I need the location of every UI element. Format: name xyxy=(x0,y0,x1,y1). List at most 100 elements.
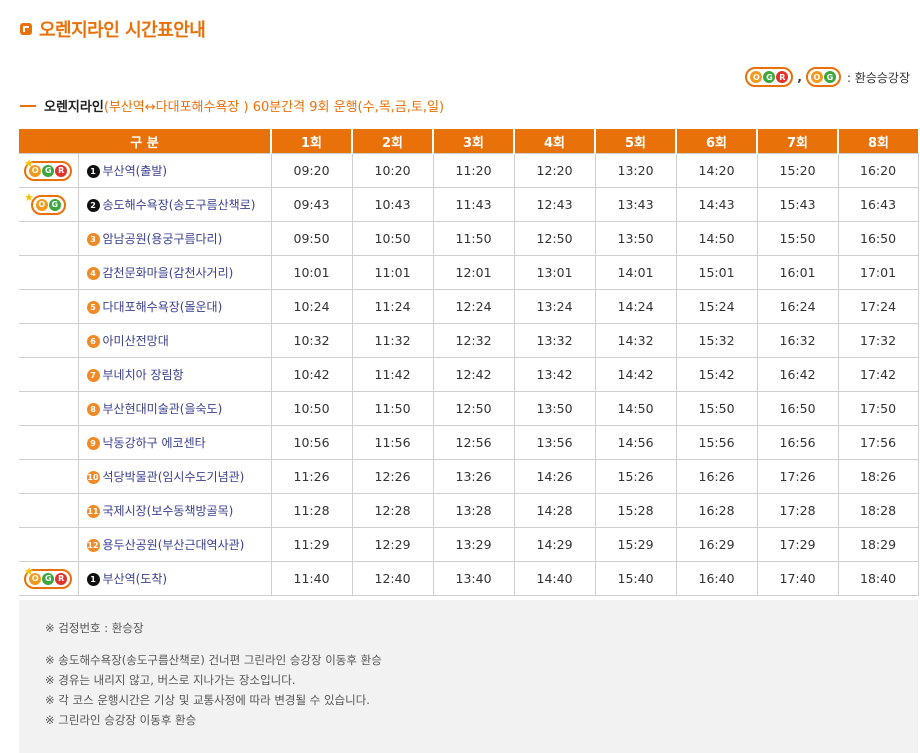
time-cell: 14:26 xyxy=(513,459,596,494)
legend-description: : 환승승강장 xyxy=(846,70,910,85)
time-cell: 12:40 xyxy=(351,561,434,596)
time-cell: 11:24 xyxy=(351,289,434,324)
time-cell: 12:50 xyxy=(432,391,515,426)
stop-number-icon: 8 xyxy=(86,403,100,416)
time-cell: 11:43 xyxy=(432,187,515,222)
stop-cell: 9 낙동강하구 에코센타 xyxy=(77,425,272,460)
orange-square-icon xyxy=(20,23,32,35)
time-cell: 11:28 xyxy=(270,493,353,528)
time-cell: 12:32 xyxy=(432,323,515,358)
time-cell: 11:01 xyxy=(351,255,434,290)
note-text: ※ 각 코스 운행시간은 기상 및 교통사정에 따라 변경될 수 있습니다. xyxy=(45,693,370,707)
time-cell: 18:28 xyxy=(837,493,919,528)
time-cell: 16:32 xyxy=(756,323,839,358)
transfer-cell xyxy=(19,493,79,528)
stop-name: 부산역(출발) xyxy=(102,164,168,178)
stop-name: 국제시장(보수동책방골목) xyxy=(102,504,234,518)
time-cell: 13:20 xyxy=(594,153,677,188)
route-summary: 오렌지라인 (부산역↔다대포해수욕장 ) 60분간격 9회 운행(수,목,금,토… xyxy=(20,96,444,115)
time-cell: 16:01 xyxy=(756,255,839,290)
time-cell: 17:42 xyxy=(837,357,919,392)
note-text: ※ 검정번호 : 환승장 xyxy=(45,621,144,635)
time-cell: 15:43 xyxy=(756,187,839,222)
table-row: ★ O G 2 송도해수욕장(송도구름산책로) 09:43 10:43 11:43 12:43 1… xyxy=(19,187,919,222)
route-name: 오렌지라인 xyxy=(44,100,104,115)
time-cell: 11:40 xyxy=(270,561,353,596)
time-cell: 16:28 xyxy=(675,493,758,528)
stop-cell: 3 암남공원(용궁구름다리) xyxy=(77,221,272,256)
time-cell: 14:20 xyxy=(675,153,758,188)
time-cell: 12:42 xyxy=(432,357,515,392)
time-cell: 11:29 xyxy=(270,527,353,562)
time-cell: 10:50 xyxy=(351,221,434,256)
transfer-cell xyxy=(19,323,79,358)
stop-name: 석당박물관(임시수도기념관) xyxy=(102,470,245,484)
time-cell: 14:29 xyxy=(513,527,596,562)
transfer-cell xyxy=(19,221,79,256)
time-cell: 16:50 xyxy=(756,391,839,426)
stop-name: 부산역(도착) xyxy=(102,572,168,586)
stop-cell: 4 감천문화마을(감천사거리) xyxy=(77,255,272,290)
time-cell: 10:01 xyxy=(270,255,353,290)
table-row: 11 국제시장(보수동책방골목) 11:28 12:28 13:28 14:28 15:28… xyxy=(19,493,919,528)
table-row: 12 용두산공원(부산근대역사관) 11:29 12:29 13:29 14:29 15:2… xyxy=(19,527,919,562)
stop-cell: 11 국제시장(보수동책방골목) xyxy=(77,493,272,528)
time-cell: 10:42 xyxy=(270,357,353,392)
time-cell: 09:20 xyxy=(270,153,353,188)
transfer-legend: O G R , O G : 환승승강장 xyxy=(745,67,910,87)
note-text: ※ 송도해수욕장(송도구름산책로) 건너편 그린라인 승강장 이동후 환승 xyxy=(45,653,382,667)
stop-name: 감천문화마을(감천사거리) xyxy=(102,266,234,280)
time-cell: 13:26 xyxy=(432,459,515,494)
stop-number-icon: 7 xyxy=(86,369,100,382)
table-row: 10 석당박물관(임시수도기념관) 11:26 12:26 13:26 14:26 15:2… xyxy=(19,459,919,494)
stop-number-icon: 10 xyxy=(86,471,100,484)
time-cell: 14:50 xyxy=(675,221,758,256)
stop-cell: 2 송도해수욕장(송도구름산책로) xyxy=(77,187,272,222)
time-cell: 16:42 xyxy=(756,357,839,392)
transfer-cell xyxy=(19,425,79,460)
time-cell: 10:20 xyxy=(351,153,434,188)
stop-name: 낙동강하구 에코센타 xyxy=(102,436,206,450)
time-cell: 10:50 xyxy=(270,391,353,426)
time-cell: 12:56 xyxy=(432,425,515,460)
time-cell: 15:20 xyxy=(756,153,839,188)
time-cell: 15:56 xyxy=(675,425,758,460)
page-header: 오렌지라인 시간표안내 xyxy=(20,16,206,42)
time-cell: 14:01 xyxy=(594,255,677,290)
time-cell: 14:56 xyxy=(594,425,677,460)
time-cell: 14:40 xyxy=(513,561,596,596)
time-cell: 13:50 xyxy=(513,391,596,426)
time-cell: 13:32 xyxy=(513,323,596,358)
transfer-cell: ★ O G R xyxy=(19,561,79,596)
time-cell: 17:29 xyxy=(756,527,839,562)
transfer-cell xyxy=(19,357,79,392)
table-row: ★ O G R 1 부산역(출발) 09:20 10:20 11:20 12:20 13:20 14:… xyxy=(19,153,919,188)
time-cell: 10:43 xyxy=(351,187,434,222)
time-cell: 09:50 xyxy=(270,221,353,256)
stop-name: 부산현대미술관(을숙도) xyxy=(102,402,223,416)
note-text: ※ 그린라인 승강장 이동후 환승 xyxy=(45,713,197,727)
stop-number-icon: 12 xyxy=(86,539,100,552)
time-cell: 16:20 xyxy=(837,153,919,188)
star-icon: ★ xyxy=(24,191,34,204)
time-cell: 17:24 xyxy=(837,289,919,324)
table-row: 7 부네치아 장림항 10:42 11:42 12:42 13:42 14:42 15:42 1… xyxy=(19,357,919,392)
time-cell: 15:32 xyxy=(675,323,758,358)
time-cell: 16:50 xyxy=(837,221,919,256)
time-cell: 15:01 xyxy=(675,255,758,290)
table-row: 5 다대포해수욕장(몰운대) 10:24 11:24 12:24 13:24 14:24 15… xyxy=(19,289,919,324)
time-cell: 15:28 xyxy=(594,493,677,528)
time-cell: 15:26 xyxy=(594,459,677,494)
legend-separator: , xyxy=(797,70,802,84)
star-icon: ★ xyxy=(24,565,34,578)
star-icon: ★ xyxy=(24,157,34,170)
dash-icon xyxy=(20,104,36,107)
time-cell: 14:24 xyxy=(594,289,677,324)
time-cell: 13:28 xyxy=(432,493,515,528)
table-row: 3 암남공원(용궁구름다리) 09:50 10:50 11:50 12:50 13:50 14… xyxy=(19,221,919,256)
transfer-cell: ★ O G R xyxy=(19,153,79,188)
stop-name: 아미산전망대 xyxy=(102,334,169,348)
time-cell: 13:24 xyxy=(513,289,596,324)
stop-cell: 7 부네치아 장림항 xyxy=(77,357,272,392)
time-cell: 11:42 xyxy=(351,357,434,392)
